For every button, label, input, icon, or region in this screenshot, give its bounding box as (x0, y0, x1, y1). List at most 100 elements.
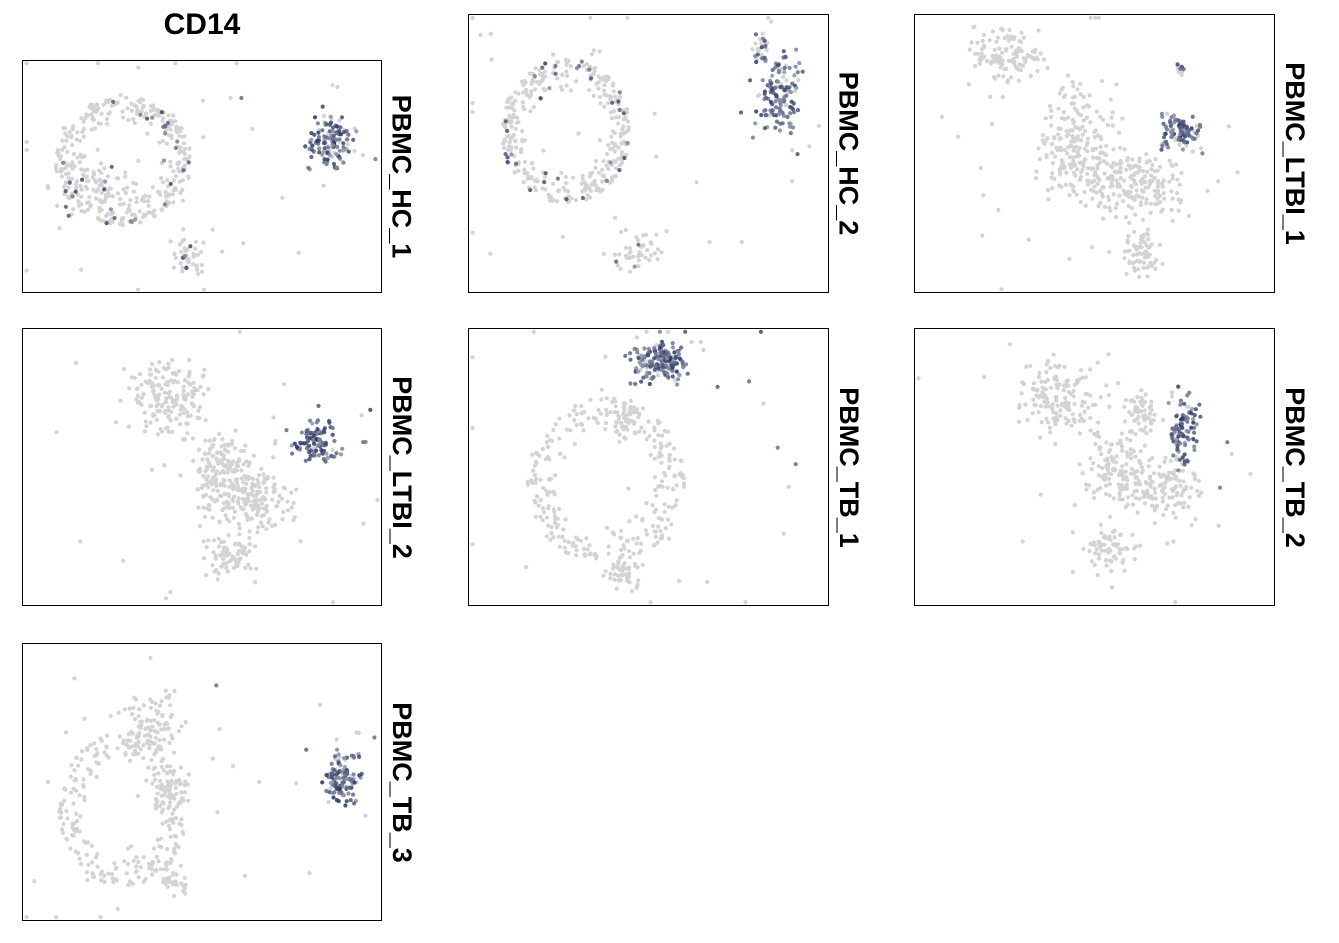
cell-point (1126, 191, 1131, 196)
cell-point (215, 810, 220, 815)
cell-point (546, 506, 551, 511)
cell-point (1096, 133, 1101, 138)
cell-point (163, 785, 169, 790)
cell-point (70, 194, 75, 199)
cell-point (599, 387, 604, 392)
cell-point (195, 487, 200, 492)
cell-point (1106, 352, 1111, 357)
cell-point (74, 186, 79, 191)
cell-point (146, 203, 151, 208)
cell-point (567, 413, 572, 418)
cell-point (1167, 495, 1172, 500)
cell-point (133, 869, 139, 875)
cell-point (636, 355, 641, 361)
cell-point (1048, 385, 1053, 390)
cell-point (544, 534, 549, 539)
cell-point (210, 227, 215, 232)
cell-point (1169, 432, 1174, 437)
cell-point (667, 464, 672, 469)
cell-point (566, 540, 571, 545)
cell-point (990, 53, 995, 59)
cell-point (346, 132, 351, 137)
cell-point (1235, 170, 1240, 175)
cell-point (131, 117, 136, 122)
cell-point (573, 197, 578, 203)
cell-point (323, 459, 328, 464)
cell-point (643, 255, 648, 260)
cell-point (1176, 468, 1181, 473)
cell-point (219, 457, 225, 462)
cell-point (187, 358, 192, 363)
cell-point (54, 915, 59, 920)
cell-point (148, 108, 154, 113)
cell-point (597, 49, 602, 54)
cell-point (1120, 116, 1125, 121)
cell-point (998, 65, 1003, 70)
cell-point (1173, 503, 1178, 508)
cell-point (773, 105, 779, 110)
cell-point (249, 516, 254, 521)
cell-point (470, 230, 475, 235)
cell-point (1127, 220, 1132, 225)
cell-point (267, 517, 272, 522)
cell-point (175, 380, 181, 385)
cell-point (543, 187, 548, 192)
cell-point (222, 539, 227, 544)
cell-point (1154, 258, 1159, 263)
cell-point (92, 126, 97, 131)
cell-point (167, 879, 172, 885)
cell-point (1176, 197, 1181, 202)
cell-point (1081, 94, 1086, 100)
cell-point (642, 429, 647, 435)
cell-point (1088, 541, 1093, 547)
cell-point (657, 483, 663, 488)
cell-point (363, 813, 368, 818)
cell-point (1128, 471, 1133, 476)
cell-point (769, 110, 774, 115)
cell-point (170, 811, 175, 816)
cell-point (1142, 501, 1148, 506)
cell-point (125, 846, 131, 851)
cell-point (609, 134, 614, 139)
cell-point (159, 727, 164, 732)
cell-point (71, 207, 76, 212)
cell-point (166, 405, 171, 410)
cell-point (1114, 454, 1119, 459)
cell-point (1077, 418, 1082, 423)
cell-point (516, 91, 521, 96)
cell-point (1180, 425, 1185, 430)
cell-point (60, 138, 65, 143)
cell-point (182, 406, 187, 411)
cell-point (1111, 467, 1116, 472)
cell-point (176, 801, 181, 806)
cell-point (207, 451, 212, 456)
cell-point (1000, 94, 1005, 100)
cell-point (155, 409, 160, 414)
cell-point (1138, 399, 1143, 404)
cell-point (340, 780, 345, 785)
cell-point (202, 556, 207, 561)
cell-point (58, 803, 64, 808)
cell-point (168, 860, 173, 866)
cell-point (779, 84, 784, 89)
cell-point (785, 114, 790, 120)
cell-point (74, 826, 79, 831)
cell-point (109, 871, 114, 877)
cell-point (738, 110, 744, 115)
cell-point (182, 437, 187, 442)
cell-point (764, 48, 769, 53)
cell-point (1100, 466, 1105, 471)
cell-point (1048, 430, 1053, 435)
cell-point (633, 561, 638, 566)
cell-point (200, 457, 205, 462)
cell-point (1096, 540, 1102, 545)
cell-point (361, 440, 366, 445)
cell-point (520, 129, 525, 134)
cell-point (1114, 82, 1119, 87)
cell-point (623, 152, 629, 157)
cell-point (250, 507, 255, 512)
cell-point (598, 411, 603, 416)
cell-point (171, 188, 176, 193)
cell-point (1068, 182, 1073, 187)
cell-point (1107, 404, 1112, 409)
